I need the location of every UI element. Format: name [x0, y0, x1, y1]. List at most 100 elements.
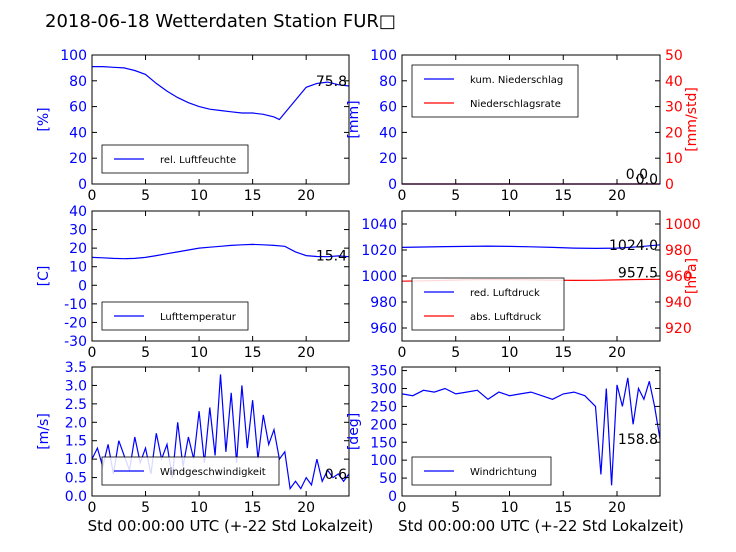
legend-label: rel. Luftfeuchte [160, 155, 236, 166]
x-tick-label: 10 [501, 345, 519, 361]
x-tick-label: 5 [141, 345, 150, 361]
x-tick-label: 0 [88, 188, 97, 204]
legend-label: red. Luftdruck [470, 288, 540, 299]
y-tick-label: 1.5 [65, 434, 87, 450]
y2-tick-label: 40 [665, 74, 683, 90]
y2-tick-label: 1000 [665, 217, 701, 233]
x-axis-label: Std 00:00:00 UTC (+-22 Std Lokalzeit) [88, 517, 374, 535]
y-tick-label: 0.5 [65, 471, 87, 487]
y-tick-label: 0.0 [65, 489, 87, 505]
y-tick-label: 2.5 [65, 397, 87, 413]
y-tick-label: 20 [69, 151, 87, 167]
series-line-1 [91, 374, 350, 491]
y-axis-label: [C] [36, 266, 52, 287]
y-axis-label: [mm] [346, 100, 362, 138]
y-tick-label: 20 [379, 151, 397, 167]
y-axis-label: [m/s] [36, 413, 52, 450]
y-tick-label: 960 [370, 321, 397, 337]
y-tick-label: 200 [370, 417, 397, 433]
y2-tick-label: 920 [665, 321, 692, 337]
y2-tick-label: 20 [665, 125, 683, 141]
legend: kum. Niederschlag Niederschlagsrate [411, 64, 579, 118]
legend: red. Luftdruck abs. Luftdruck [411, 277, 565, 331]
x-tick-label: 10 [190, 345, 208, 361]
y-tick-label: 2.0 [65, 415, 87, 431]
y-tick-label: 60 [379, 100, 397, 116]
y2-tick-label: 980 [665, 243, 692, 259]
x-axis-label: Std 00:00:00 UTC (+-22 Std Lokalzeit) [398, 517, 684, 535]
y2-axis-label: [hPa] [684, 258, 700, 294]
figure-title: 2018-06-18 Wetterdaten Station FUR□ [45, 11, 396, 32]
x-tick-label: 10 [190, 500, 208, 516]
panel-precip: 0 5 10 15 20 0 20 40 60 80 100 0 10 20 30 40 50 [mm] [mm/s… [346, 48, 700, 204]
y-tick-label: 250 [370, 399, 397, 415]
x-tick-label: 20 [608, 500, 626, 516]
y-tick-label: 60 [69, 100, 87, 116]
plot-frame [401, 54, 661, 185]
y-tick-label: 40 [379, 125, 397, 141]
x-tick-label: 5 [451, 500, 460, 516]
series-group [92, 65, 350, 121]
y-tick-label: 0 [78, 177, 87, 193]
panel-windspeed: 0 5 10 15 20 0.0 0.5 1.0 1.5 2.0 2.5 3.0 3.5 [m/s] Std… [36, 360, 373, 535]
y-tick-label: 1000 [361, 269, 397, 285]
y-tick-label: 350 [370, 364, 397, 380]
y-tick-label: 980 [370, 295, 397, 311]
last-value-label: 15.4 [316, 249, 347, 265]
y2-tick-label: 940 [665, 295, 692, 311]
series-group [91, 243, 350, 260]
y-tick-label: 150 [370, 435, 397, 451]
x-tick-label: 10 [501, 500, 519, 516]
y2-tick-label: 0 [665, 177, 674, 193]
y-tick-label: -30 [64, 334, 87, 350]
y-tick-label: 3.5 [65, 360, 87, 376]
x-tick-label: 5 [141, 188, 150, 204]
y2-axis-label: [mm/std] [684, 87, 700, 152]
plot-frame [91, 210, 350, 342]
y-tick-label: 40 [69, 125, 87, 141]
last-value-label-2: 957.5 [618, 265, 658, 281]
x-tick-label: 15 [244, 345, 262, 361]
x-tick-label: 15 [244, 500, 262, 516]
y-tick-label: 0 [388, 489, 397, 505]
x-tick-label: 0 [398, 188, 407, 204]
last-value-label: 0.6 [325, 467, 347, 483]
series-group [91, 374, 350, 491]
y-tick-label: 0 [78, 278, 87, 294]
y-tick-label: 80 [69, 74, 87, 90]
series-group [401, 377, 661, 486]
series-line-1 [401, 244, 661, 250]
x-tick-label: 5 [451, 188, 460, 204]
x-tick-label: 20 [608, 188, 626, 204]
y-tick-label: 80 [379, 74, 397, 90]
x-tick-label: 15 [554, 345, 572, 361]
panel-humidity: 0 5 10 15 20 0 20 40 60 80 100 [%] rel. Luftfeuchte 7… [36, 48, 350, 204]
x-tick-label: 0 [88, 345, 97, 361]
y-tick-label: 300 [370, 382, 397, 398]
x-tick-label: 20 [608, 345, 626, 361]
y-tick-label: 1040 [361, 217, 397, 233]
last-value-label-2: 0.0 [626, 167, 648, 183]
legend-label: Niederschlagsrate [470, 99, 561, 110]
x-tick-label: 5 [451, 345, 460, 361]
y-tick-label: 3.0 [65, 378, 87, 394]
y-tick-label: 50 [379, 471, 397, 487]
last-value-label: 1024.0 [609, 238, 658, 254]
y-tick-label: 100 [370, 48, 397, 64]
y-axis-label: [%] [36, 107, 52, 131]
x-tick-label: 15 [554, 188, 572, 204]
panel-pressure: 0 5 10 15 20 960 980 1000 1020 1040 920 940 960 980 10… [361, 210, 701, 361]
y-tick-label: 1.0 [65, 452, 87, 468]
last-value-label: 0.0 [636, 172, 658, 188]
x-tick-label: 0 [398, 345, 407, 361]
last-value-label: 158.8 [618, 432, 658, 448]
y-tick-label: -10 [64, 297, 87, 313]
panel-temperature: 0 5 10 15 20 -30 -20 -10 0 10 20 30 40 [C] Lufttempera… [36, 204, 350, 361]
x-tick-label: 10 [190, 188, 208, 204]
legend-box [411, 277, 565, 331]
plot-frame [91, 54, 350, 185]
y-tick-label: -20 [64, 315, 87, 331]
y2-tick-label: 50 [665, 48, 683, 64]
